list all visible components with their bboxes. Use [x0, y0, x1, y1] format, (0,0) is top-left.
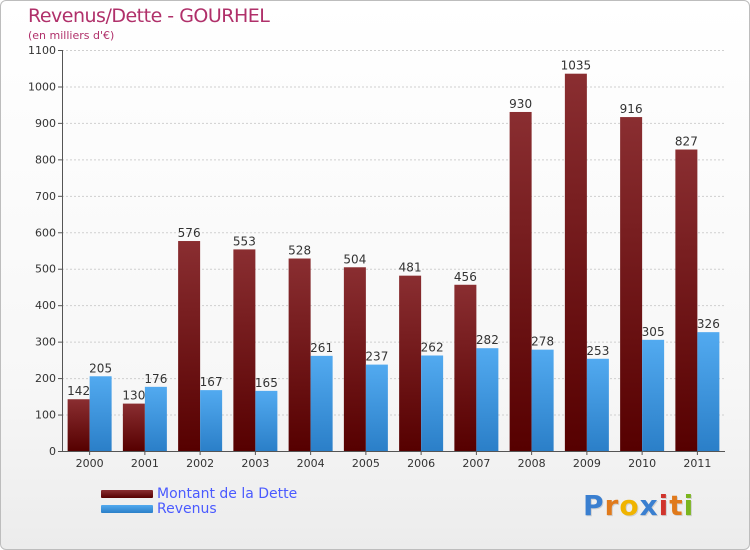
bar-dette-2008 — [509, 111, 532, 452]
y-tick-label-200: 200 — [35, 372, 56, 385]
data-label-revenus-2011: 326 — [697, 317, 720, 331]
bar-revenus-2006 — [421, 355, 444, 451]
y-tick-label-500: 500 — [35, 263, 56, 276]
x-tick-label-2001: 2001 — [131, 457, 159, 470]
y-tick-label-1100: 1100 — [28, 44, 56, 57]
x-tick-label-2002: 2002 — [186, 457, 214, 470]
data-label-revenus-2010: 305 — [642, 325, 665, 339]
bar-dette-2002 — [178, 241, 201, 451]
bar-dette-2001 — [122, 403, 145, 451]
data-label-revenus-2001: 176 — [144, 372, 167, 386]
bar-revenus-2001 — [144, 386, 167, 451]
bar-revenus-2003 — [255, 390, 278, 451]
data-label-revenus-2000: 205 — [89, 361, 112, 375]
bar-revenus-2005 — [365, 364, 388, 451]
data-label-dette-2010: 916 — [620, 102, 643, 116]
legend-swatch-revenus — [101, 505, 153, 513]
chart-title: Revenus/Dette - GOURHEL — [28, 5, 270, 27]
y-tick-label-900: 900 — [35, 117, 56, 130]
legend-label-revenus: Revenus — [157, 501, 217, 517]
data-label-revenus-2008: 278 — [531, 335, 554, 349]
logo-letter-o: o — [619, 489, 640, 522]
bar-dette-2006 — [399, 275, 422, 451]
bar-revenus-2002 — [200, 390, 223, 451]
y-tick-label-100: 100 — [35, 409, 56, 422]
data-label-dette-2009: 1035 — [561, 59, 592, 73]
y-tick-label-700: 700 — [35, 190, 56, 203]
bar-dette-2010 — [620, 117, 643, 452]
data-label-dette-2002: 576 — [178, 226, 201, 240]
logo-letter-r: r — [604, 489, 620, 522]
data-label-revenus-2007: 282 — [476, 333, 499, 347]
x-tick-label-2010: 2010 — [628, 457, 656, 470]
y-tick-label-400: 400 — [35, 299, 56, 312]
chart-subtitle: (en milliers d'€) — [28, 29, 115, 42]
logo-letter-p: P — [583, 489, 605, 522]
y-tick-label-1000: 1000 — [28, 80, 56, 93]
bar-revenus-2000 — [89, 376, 112, 451]
x-tick-label-2000: 2000 — [76, 457, 104, 470]
logo-letter-x: x — [639, 489, 659, 522]
bar-revenus-2004 — [310, 355, 333, 451]
logo-letter-t: t — [669, 489, 684, 522]
y-tick-label-600: 600 — [35, 226, 56, 239]
bar-dette-2005 — [343, 267, 366, 451]
data-label-revenus-2005: 237 — [365, 350, 388, 364]
data-label-revenus-2004: 261 — [310, 341, 333, 355]
y-tick-label-300: 300 — [35, 336, 56, 349]
bar-revenus-2009 — [586, 358, 609, 451]
logo-letter-i2: i — [683, 489, 695, 522]
data-label-dette-2004: 528 — [288, 244, 311, 258]
x-tick-label-2004: 2004 — [297, 457, 325, 470]
data-label-dette-2003: 553 — [233, 234, 256, 248]
legend-swatch-dette — [101, 490, 153, 498]
y-tick-label-0: 0 — [49, 445, 56, 458]
data-label-revenus-2003: 165 — [255, 376, 278, 390]
data-label-dette-2001: 130 — [122, 389, 145, 403]
x-tick-label-2006: 2006 — [407, 457, 435, 470]
x-tick-label-2005: 2005 — [352, 457, 380, 470]
bar-revenus-2007 — [476, 348, 499, 451]
bar-dette-2011 — [675, 149, 698, 451]
bar-revenus-2011 — [697, 332, 720, 451]
data-label-dette-2000: 142 — [67, 384, 90, 398]
x-tick-label-2011: 2011 — [683, 457, 711, 470]
y-tick-label-800: 800 — [35, 153, 56, 166]
data-label-dette-2011: 827 — [675, 135, 698, 149]
x-tick-label-2007: 2007 — [462, 457, 490, 470]
x-tick-label-2003: 2003 — [241, 457, 269, 470]
bar-dette-2009 — [564, 73, 587, 451]
data-label-revenus-2006: 262 — [421, 340, 444, 354]
bar-dette-2007 — [454, 284, 477, 451]
bar-dette-2004 — [288, 258, 311, 451]
x-tick-label-2009: 2009 — [573, 457, 601, 470]
data-label-dette-2005: 504 — [343, 252, 366, 266]
data-label-dette-2007: 456 — [454, 270, 477, 284]
data-label-dette-2008: 930 — [509, 97, 532, 111]
data-label-revenus-2009: 253 — [586, 344, 609, 358]
data-label-revenus-2002: 167 — [200, 375, 223, 389]
proxiti-logo: Proxiti — [583, 489, 694, 522]
data-label-dette-2006: 481 — [399, 261, 422, 275]
bar-dette-2000 — [67, 399, 90, 451]
bar-dette-2003 — [233, 249, 256, 451]
legend-label-dette: Montant de la Dette — [157, 486, 298, 502]
bar-revenus-2008 — [531, 349, 554, 451]
logo-letter-i: i — [658, 489, 670, 522]
x-tick-label-2008: 2008 — [518, 457, 546, 470]
bar-revenus-2010 — [642, 339, 665, 451]
